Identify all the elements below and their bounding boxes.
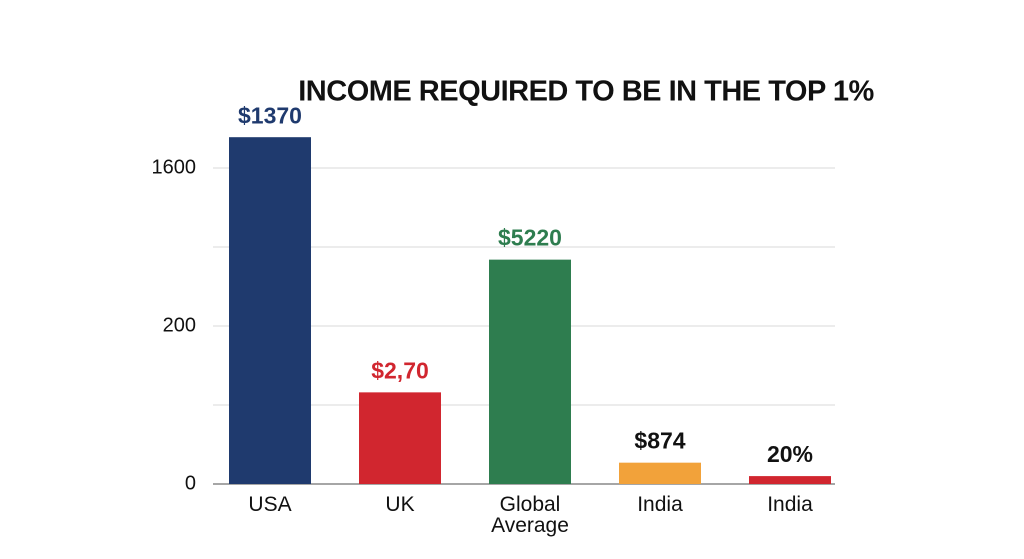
chart-title: INCOME REQUIRED TO BE IN THE TOP 1%: [298, 76, 874, 108]
bar: [749, 476, 831, 484]
x-tick-label: India: [637, 493, 683, 516]
bar: [619, 462, 701, 484]
data-label: $1370: [238, 102, 302, 128]
x-tick-label: UK: [385, 493, 415, 516]
y-tick-label: 200: [163, 314, 196, 336]
x-tick-label: India: [767, 493, 813, 516]
bar: [489, 259, 571, 484]
x-tick-label: Global Average: [491, 493, 569, 537]
bar: [359, 392, 441, 484]
data-label: $5220: [498, 225, 562, 251]
bar: [229, 137, 311, 484]
x-tick-label: USA: [248, 493, 292, 516]
data-label: $874: [634, 428, 685, 454]
data-label: 20%: [767, 441, 813, 467]
y-tick-label: 1600: [152, 156, 197, 178]
y-tick-label: 0: [185, 472, 196, 494]
data-label: $2,70: [371, 357, 429, 383]
